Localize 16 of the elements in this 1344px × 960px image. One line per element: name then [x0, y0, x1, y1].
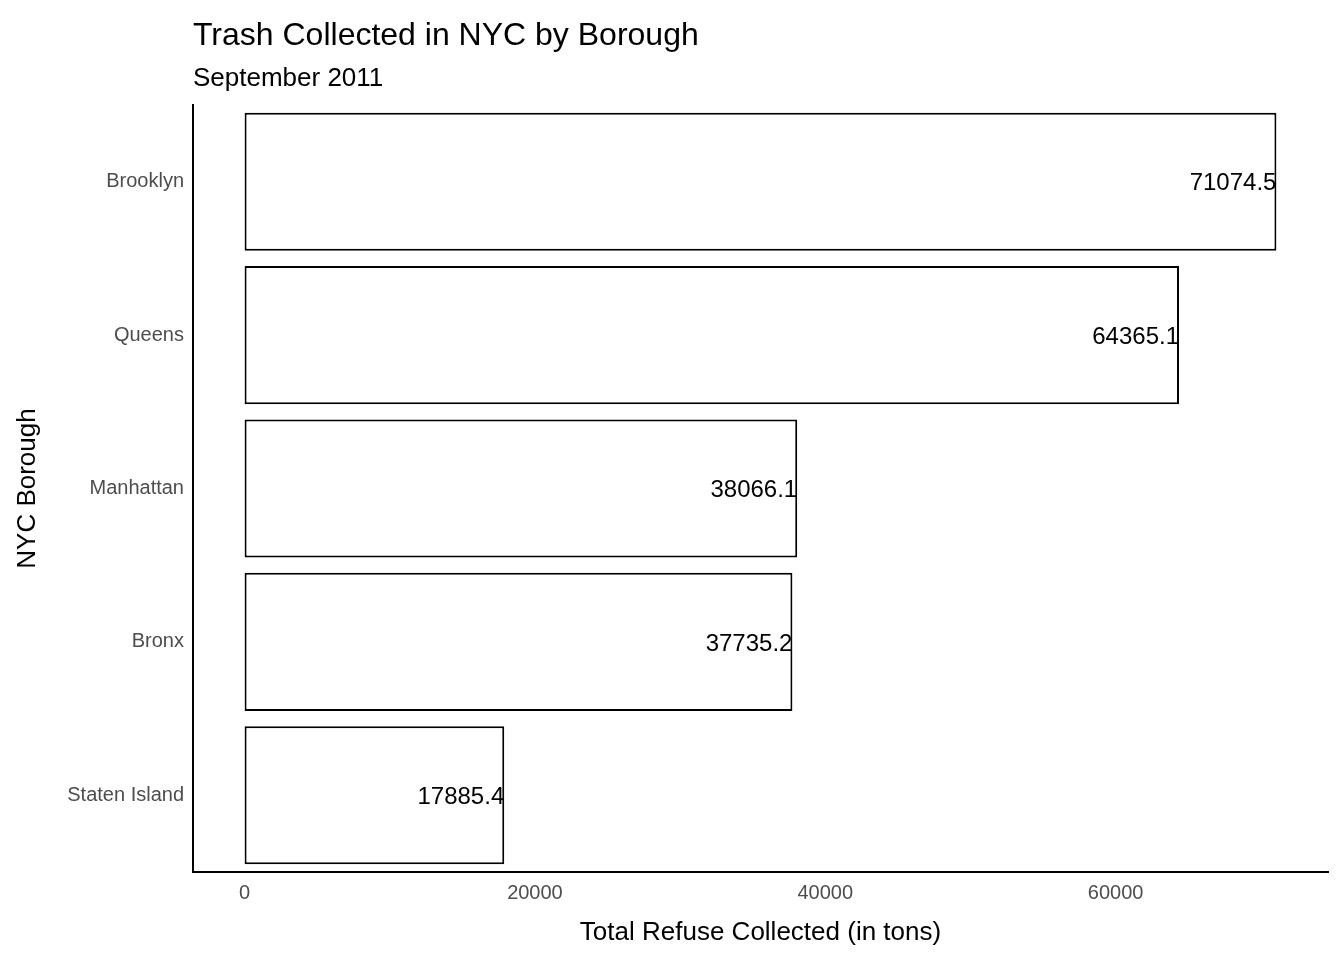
data-label: 64365.1: [1092, 321, 1180, 349]
chart-title: Trash Collected in NYC by Borough: [193, 16, 699, 53]
y-tick-label: Queens: [113, 322, 184, 345]
x-tick-label: 0: [239, 880, 251, 903]
y-axis-title: NYC Borough: [10, 408, 41, 569]
y-tick-label: Bronx: [131, 629, 184, 652]
y-tick-label: Staten Island: [67, 782, 184, 805]
y-tick-label: Manhattan: [89, 476, 184, 499]
x-tick-label: 40000: [797, 880, 854, 903]
chart-subtitle: September 2011: [193, 62, 384, 93]
x-tick-label: 20000: [507, 880, 563, 903]
data-label: 71074.5: [1189, 168, 1277, 196]
x-tick-label: 60000: [1087, 880, 1144, 903]
data-label: 37735.2: [705, 628, 793, 656]
x-axis-title: Total Refuse Collected (in tons): [579, 915, 942, 946]
y-tick-label: Brooklyn: [106, 169, 184, 192]
